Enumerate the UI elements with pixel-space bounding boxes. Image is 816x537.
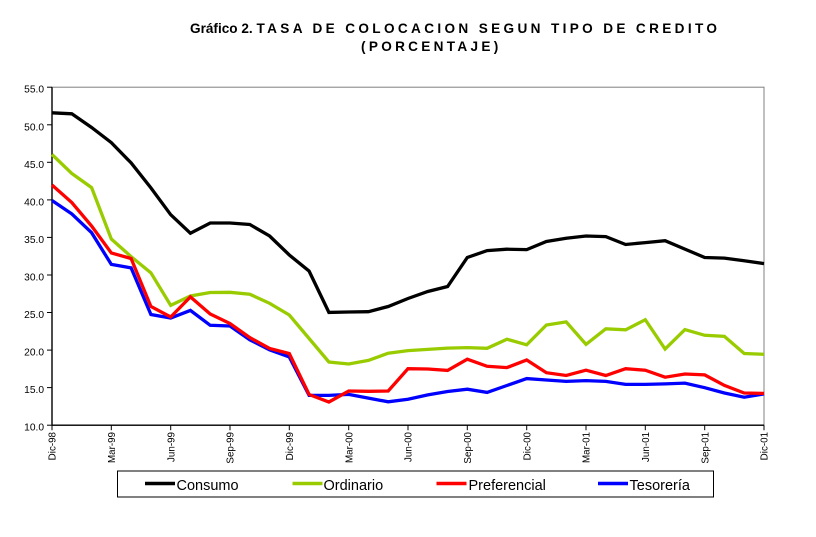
svg-text:55.0: 55.0 <box>24 85 44 96</box>
svg-text:Preferencial: Preferencial <box>469 478 546 494</box>
svg-text:Dic-01: Dic-01 <box>760 432 771 460</box>
svg-text:40.0: 40.0 <box>24 197 44 208</box>
svg-text:Mar-00: Mar-00 <box>344 431 355 463</box>
svg-text:Sep-99: Sep-99 <box>226 432 237 464</box>
svg-text:Dic-99: Dic-99 <box>285 432 296 460</box>
svg-text:Dic-98: Dic-98 <box>48 431 59 460</box>
svg-text:25.0: 25.0 <box>24 310 44 321</box>
svg-text:Consumo: Consumo <box>177 478 239 494</box>
svg-text:30.0: 30.0 <box>24 273 44 284</box>
svg-text:Gráfico 2. TASA DE COLOCACION: Gráfico 2. TASA DE COLOCACION SEGUN TIPO… <box>190 21 720 36</box>
svg-text:15.0: 15.0 <box>24 385 44 396</box>
svg-text:35.0: 35.0 <box>24 235 44 246</box>
svg-text:Jun-00: Jun-00 <box>404 431 415 462</box>
svg-text:Mar-01: Mar-01 <box>582 432 593 463</box>
svg-text:45.0: 45.0 <box>24 160 44 171</box>
svg-text:20.0: 20.0 <box>24 348 44 359</box>
svg-text:Jun-01: Jun-01 <box>641 432 652 462</box>
svg-text:Jun-99: Jun-99 <box>166 432 177 462</box>
svg-text:Ordinario: Ordinario <box>324 478 384 494</box>
svg-text:Mar-99: Mar-99 <box>107 432 118 463</box>
svg-text:Dic-00: Dic-00 <box>522 431 533 460</box>
svg-text:Sep-01: Sep-01 <box>700 432 711 464</box>
svg-text:Sep-00: Sep-00 <box>463 431 474 463</box>
svg-text:(PORCENTAJE): (PORCENTAJE) <box>361 39 502 54</box>
svg-text:50.0: 50.0 <box>24 122 44 133</box>
svg-text:10.0: 10.0 <box>24 423 44 434</box>
svg-text:Tesorería: Tesorería <box>630 478 691 494</box>
